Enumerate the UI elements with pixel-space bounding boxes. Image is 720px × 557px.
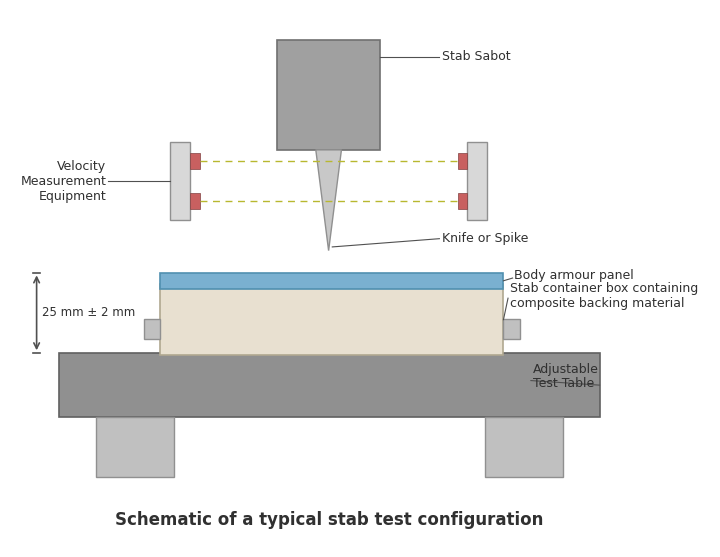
FancyBboxPatch shape	[170, 141, 190, 221]
FancyBboxPatch shape	[485, 417, 563, 477]
FancyBboxPatch shape	[144, 319, 160, 339]
FancyBboxPatch shape	[160, 272, 503, 289]
FancyBboxPatch shape	[190, 153, 199, 169]
FancyBboxPatch shape	[503, 319, 520, 339]
Text: Stab container box containing: Stab container box containing	[510, 282, 698, 295]
FancyBboxPatch shape	[160, 285, 503, 355]
Text: Knife or Spike: Knife or Spike	[442, 232, 528, 245]
FancyBboxPatch shape	[96, 417, 174, 477]
Text: Adjustable: Adjustable	[533, 363, 598, 376]
FancyBboxPatch shape	[190, 193, 199, 209]
Text: Schematic of a typical stab test configuration: Schematic of a typical stab test configu…	[115, 511, 544, 529]
FancyBboxPatch shape	[467, 141, 487, 221]
Text: 25 mm ± 2 mm: 25 mm ± 2 mm	[42, 306, 135, 319]
FancyBboxPatch shape	[458, 153, 467, 169]
Text: Stab Sabot: Stab Sabot	[442, 50, 510, 63]
FancyBboxPatch shape	[458, 193, 467, 209]
FancyBboxPatch shape	[277, 40, 380, 150]
Text: Velocity
Measurement
Equipment: Velocity Measurement Equipment	[20, 159, 106, 203]
Text: Test Table: Test Table	[533, 377, 594, 390]
Polygon shape	[316, 150, 341, 251]
Text: Body armour panel: Body armour panel	[514, 269, 634, 282]
FancyBboxPatch shape	[60, 353, 600, 417]
Text: composite backing material: composite backing material	[510, 297, 684, 310]
